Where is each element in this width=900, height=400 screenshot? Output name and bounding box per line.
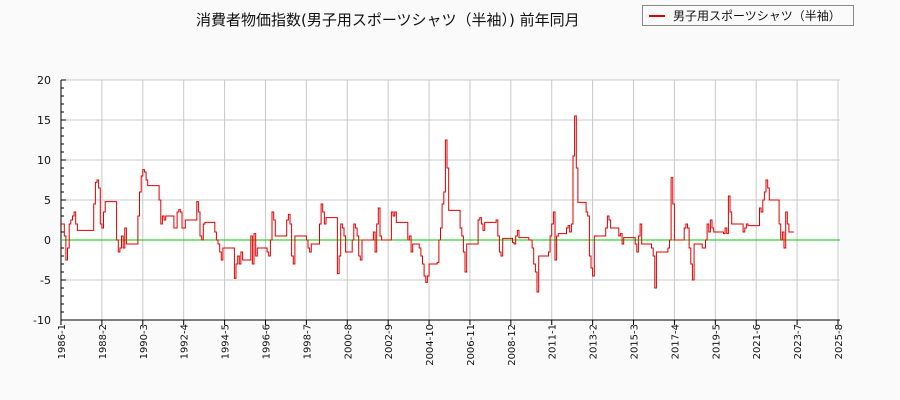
x-tick-label: 2008-12	[507, 324, 518, 366]
legend: 男子用スポーツシャツ（半袖）	[642, 5, 854, 26]
y-tick-label: 5	[44, 194, 51, 207]
legend-line-swatch-icon	[649, 14, 665, 17]
y-tick-label: 20	[37, 74, 51, 87]
x-tick-label: 2011-1	[548, 324, 559, 359]
legend-label: 男子用スポーツシャツ（半袖）	[673, 9, 841, 23]
y-tick-label: 0	[44, 234, 51, 247]
x-tick-label: 2004-10	[425, 324, 436, 366]
x-tick-label: 2013-2	[589, 324, 600, 359]
x-tick-label: 2017-4	[670, 324, 681, 359]
x-tick-label: 1992-4	[180, 324, 191, 359]
x-tick-label: 2000-8	[343, 324, 354, 359]
x-tick-label: 1988-2	[98, 324, 109, 359]
x-tick-label: 1994-5	[221, 324, 232, 359]
x-tick-label: 2006-11	[466, 324, 477, 366]
x-tick-label: 1996-6	[261, 324, 272, 359]
x-tick-label: 1990-3	[139, 324, 150, 359]
series-line	[61, 115, 794, 293]
y-tick-label: -10	[33, 314, 51, 327]
y-tick-label: -5	[40, 274, 51, 287]
x-tick-label: 2021-6	[752, 324, 763, 359]
axes	[60, 79, 840, 325]
x-tick-label: 2015-3	[630, 324, 641, 359]
x-tick-label: 2023-7	[793, 324, 804, 359]
x-tick-label: 2025-8	[834, 324, 845, 359]
y-tick-label: 10	[37, 154, 51, 167]
x-tick-label: 2019-5	[711, 324, 722, 359]
chart-title: 消費者物価指数(男子用スポーツシャツ（半袖）) 前年同月	[196, 11, 580, 29]
x-tick-label: 1986-1	[57, 324, 68, 359]
x-tick-label: 2002-9	[384, 324, 395, 359]
x-axis-ticks: 1986-1 1988-2 1990-3 1992-4 1994-5 1996-6 1998…	[57, 324, 845, 366]
x-tick-label: 1998-7	[302, 324, 313, 359]
y-tick-label: 15	[37, 114, 51, 127]
y-axis-ticks: -10 -5 0 5 10 15 20	[33, 74, 51, 327]
